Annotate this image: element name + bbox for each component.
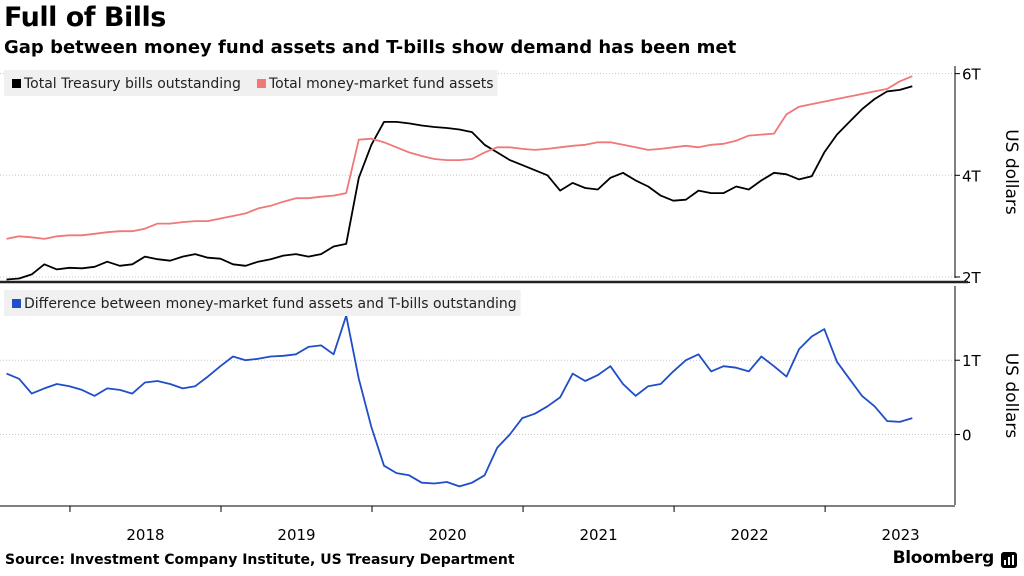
legend-swatch xyxy=(12,299,21,308)
y-tick-label: 1T xyxy=(962,352,982,370)
brand-logo-text: Bloomberg xyxy=(892,548,995,568)
x-tick-label: 2020 xyxy=(428,526,466,544)
chart-title: Full of Bills xyxy=(4,2,166,33)
bar-chart-icon xyxy=(1001,552,1017,568)
legend-box xyxy=(4,290,521,316)
bottom-panel: 0 1T US dollars Difference between money-ma… xyxy=(0,286,1021,505)
series-line-2 xyxy=(6,314,913,488)
y-tick-label: 6T xyxy=(962,66,982,84)
y-tick-label: 0 xyxy=(962,426,972,444)
legend-label: Total money-market fund assets xyxy=(268,76,494,92)
y-tick-label: 2T xyxy=(962,269,982,287)
y-axis-label: US dollars xyxy=(1001,353,1021,439)
x-tick-label: 2018 xyxy=(126,526,164,544)
x-tick-label: 2019 xyxy=(277,526,315,544)
legend-box xyxy=(4,70,498,96)
legend-label: Total Treasury bills outstanding xyxy=(23,76,241,92)
legend-label: Difference between money-market fund ass… xyxy=(24,296,517,312)
series-line-1 xyxy=(6,75,913,240)
x-tick-label: 2021 xyxy=(579,526,617,544)
x-tick-label: 2022 xyxy=(731,526,769,544)
x-tick-label: 2023 xyxy=(882,526,920,544)
y-axis-label: US dollars xyxy=(1001,129,1021,215)
chart-subtitle: Gap between money fund assets and T-bill… xyxy=(4,37,737,58)
x-axis: 2018 2019 2020 2021 2022 2023 xyxy=(0,280,968,544)
y-tick-label: 4T xyxy=(962,167,982,185)
legend-swatch xyxy=(256,79,266,88)
legend-swatch xyxy=(12,79,21,88)
source-note: Source: Investment Company Institute, US… xyxy=(5,552,515,568)
top-panel: 2T 4T 6T US dollars Total Treasury bills out… xyxy=(0,66,1021,287)
series-line-0 xyxy=(6,85,913,281)
